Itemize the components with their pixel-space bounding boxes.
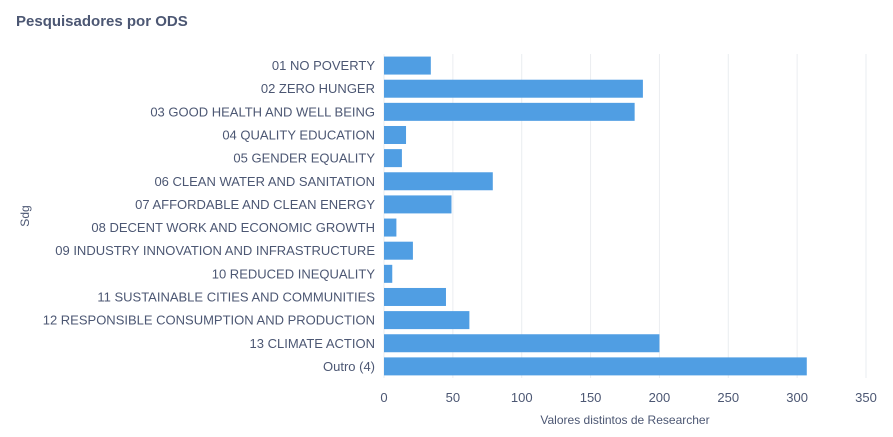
x-axis-title: Valores distintos de Researcher [540,413,709,427]
bar[interactable] [384,241,413,260]
category-label: 10 REDUCED INEQUALITY [212,266,376,281]
category-label: 03 GOOD HEALTH AND WELL BEING [150,104,375,119]
bar[interactable] [384,357,807,376]
category-label: 09 INDUSTRY INNOVATION AND INFRASTRUCTUR… [55,243,375,258]
category-label: 06 CLEAN WATER AND SANITATION [154,174,375,189]
category-label: 05 GENDER EQUALITY [233,151,375,166]
bar[interactable] [384,334,660,353]
category-label: 12 RESPONSIBLE CONSUMPTION AND PRODUCTIO… [43,313,375,328]
category-label: 13 CLIMATE ACTION [250,336,375,351]
bar[interactable] [384,79,643,98]
x-tick-label: 250 [717,390,739,405]
category-label: Outro (4) [323,359,375,374]
x-tick-label: 50 [446,390,460,405]
x-tick-labels: 0 50 100 150 200 250 300 350 [380,390,876,405]
category-labels: 01 NO POVERTY 02 ZERO HUNGER 03 GOOD HEALT… [43,58,376,374]
bar[interactable] [384,102,635,121]
y-axis-title: Sdg [18,205,32,226]
bar[interactable] [384,195,452,214]
x-tick-label: 300 [786,390,808,405]
bar[interactable] [384,218,397,237]
category-label: 04 QUALITY EDUCATION [222,127,375,142]
bar[interactable] [384,149,402,168]
category-label: 08 DECENT WORK AND ECONOMIC GROWTH [91,220,375,235]
x-tick-label: 100 [511,390,533,405]
category-label: 07 AFFORDABLE AND CLEAN ENERGY [135,197,375,212]
category-label: 02 ZERO HUNGER [261,81,375,96]
bar[interactable] [384,264,393,283]
x-tick-label: 350 [855,390,877,405]
card-title: Pesquisadores por ODS [16,13,188,30]
bar[interactable] [384,287,446,306]
bars [384,56,807,376]
bar[interactable] [384,56,431,75]
grid-lines [383,54,867,378]
category-label: 01 NO POVERTY [272,58,375,73]
x-tick-label: 150 [580,390,602,405]
bar[interactable] [384,172,493,191]
bar[interactable] [384,125,407,144]
category-label: 11 SUSTAINABLE CITIES AND COMMUNITIES [97,289,375,304]
x-tick-label: 0 [380,390,387,405]
x-tick-label: 200 [649,390,671,405]
bar[interactable] [384,311,470,330]
